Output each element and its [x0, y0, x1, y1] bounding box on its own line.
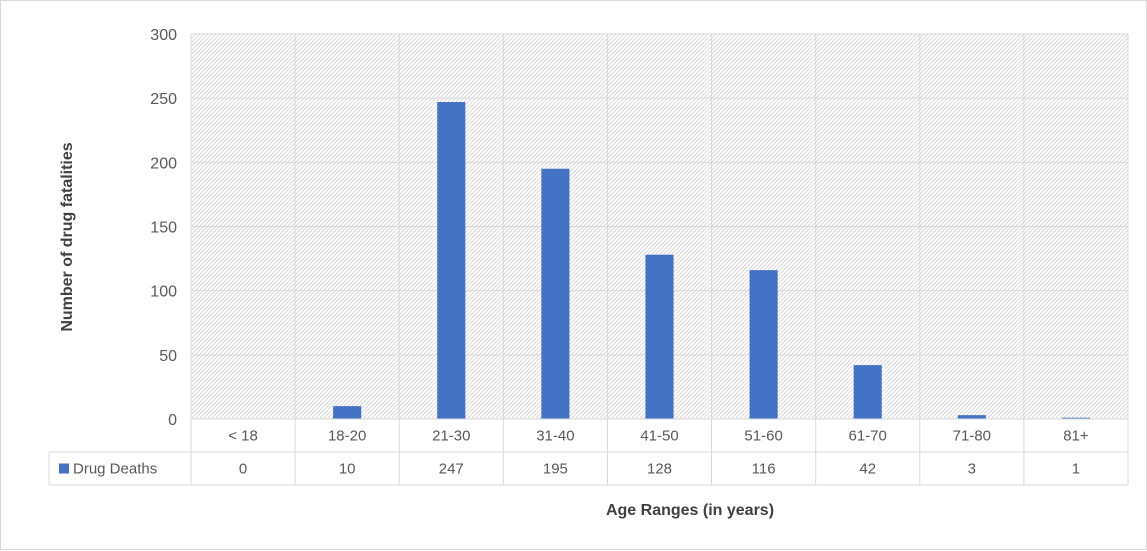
x-category-label: 71-80 — [953, 428, 991, 445]
data-table-value: 116 — [752, 461, 776, 478]
data-table: < 18 0 18-20 10 21-30 247 31-40 195 41-50 128 51-6… — [48, 418, 1129, 486]
bars — [333, 102, 1090, 420]
data-table-value: 0 — [239, 461, 247, 478]
bar — [853, 365, 882, 419]
bar — [1061, 417, 1090, 419]
x-category-label: 18-20 — [328, 428, 366, 445]
x-axis-title: Age Ranges (in years) — [606, 502, 774, 519]
data-table-value: 128 — [647, 461, 672, 478]
y-tick-label: 50 — [159, 348, 177, 365]
x-category-label: < 18 — [228, 428, 258, 445]
y-tick-label: 300 — [150, 27, 177, 44]
bar — [957, 415, 986, 419]
x-category-label: 21-30 — [432, 428, 470, 445]
y-tick-label: 0 — [168, 412, 177, 429]
bar — [333, 406, 362, 419]
x-category-label: 81+ — [1063, 428, 1089, 445]
data-table-value: 3 — [968, 461, 976, 478]
y-tick-label: 100 — [150, 284, 177, 301]
data-table-value: 42 — [859, 461, 876, 478]
legend-swatch — [59, 463, 69, 474]
bar — [541, 168, 570, 419]
y-tick-label: 200 — [150, 155, 177, 172]
y-axis: 0 50 100 150 200 250 300 — [150, 27, 177, 429]
data-table-value: 1 — [1072, 461, 1080, 478]
bar — [437, 102, 466, 420]
bar — [645, 254, 674, 419]
y-tick-label: 150 — [150, 220, 177, 237]
bar — [749, 270, 778, 419]
y-tick-label: 250 — [150, 91, 177, 108]
data-table-value: 195 — [543, 461, 568, 478]
legend-series-name: Drug Deaths — [73, 461, 157, 478]
y-axis-title: Number of drug fatalities — [59, 142, 76, 331]
x-category-label: 61-70 — [849, 428, 887, 445]
x-category-label: 41-50 — [640, 428, 678, 445]
data-table-value: 10 — [339, 461, 356, 478]
x-category-label: 51-60 — [744, 428, 782, 445]
x-category-label: 31-40 — [536, 428, 574, 445]
data-table-value: 247 — [439, 461, 464, 478]
